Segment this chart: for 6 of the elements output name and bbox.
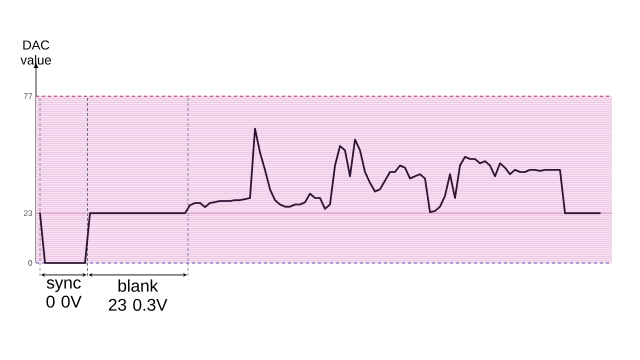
text: sync 0 0V — [46, 279, 82, 308]
y-tick-label: 23 — [24, 210, 32, 216]
y-axis-title: DAC value — [20, 40, 51, 65]
y-tick-label: 0 — [28, 260, 32, 266]
y-tick-label: 77 — [24, 93, 32, 99]
text: blank 23 0.3V — [108, 279, 168, 311]
